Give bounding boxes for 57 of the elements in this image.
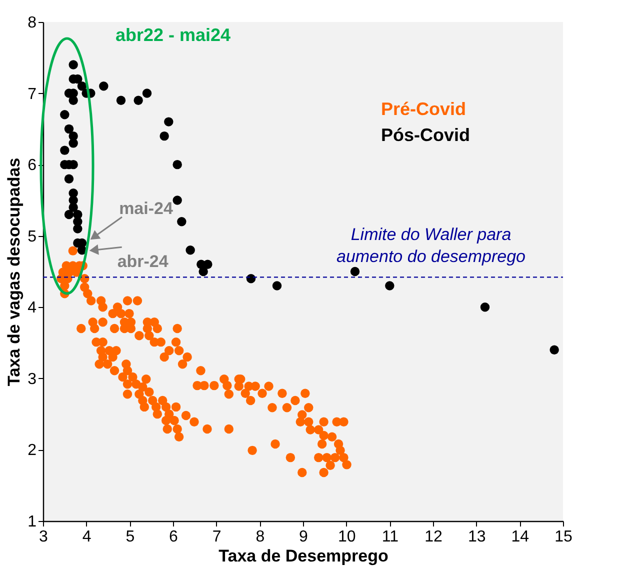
x-tick-label: 8 (256, 528, 265, 546)
point (142, 88, 152, 98)
point (68, 60, 78, 70)
point (116, 96, 126, 106)
x-tick-label: 5 (126, 528, 135, 546)
point (99, 82, 108, 91)
annotation: abr22 - mai24 (115, 25, 231, 45)
point (68, 96, 78, 106)
y-tick-label: 3 (28, 370, 37, 388)
x-tick-label: 7 (212, 528, 222, 546)
point (198, 266, 208, 276)
point (134, 96, 143, 106)
x-tick-label: 12 (424, 528, 442, 546)
point (350, 266, 360, 276)
y-tick-label: 8 (28, 14, 37, 32)
annotation: mai-24 (119, 198, 174, 218)
point (160, 131, 169, 141)
point (480, 302, 490, 312)
point (177, 217, 186, 226)
x-tick-label: 10 (338, 528, 356, 546)
point (77, 82, 87, 91)
point (203, 260, 212, 269)
point (164, 117, 174, 126)
y-tick-label: 4 (28, 300, 37, 317)
point (172, 196, 182, 205)
x-tick-label: 15 (554, 528, 572, 546)
point (172, 160, 182, 170)
x-tick-label: 14 (511, 528, 530, 546)
y-tick-label: 1 (28, 514, 37, 530)
y-tick-label: 2 (28, 442, 37, 460)
x-axis-title: Taxa de Desemprego (218, 546, 388, 566)
y-tick-label: 5 (28, 228, 37, 246)
point (73, 224, 82, 234)
point (186, 246, 195, 255)
point (64, 174, 74, 184)
ref-line-label: Limite do Waller para aumento do desemprego (336, 225, 526, 266)
x-tick-label: 13 (468, 528, 486, 546)
x-tick-label: 4 (82, 528, 92, 546)
text: Pré-Covid (381, 99, 466, 119)
x-tick-label: 6 (169, 528, 178, 546)
point (272, 281, 282, 290)
point (64, 210, 74, 220)
y-tick-label: 7 (28, 86, 37, 103)
point (68, 202, 78, 212)
y-axis-title: Taxa de vagas desocupadas (4, 158, 24, 386)
annotation: abr-24 (117, 252, 169, 272)
text: Pós-Covid (381, 125, 470, 145)
point (68, 138, 78, 148)
point (60, 110, 70, 120)
point (385, 281, 394, 290)
point (550, 345, 559, 355)
y-tick-label: 6 (28, 157, 37, 174)
x-tick-label: 9 (299, 528, 308, 546)
point (64, 124, 74, 134)
point (60, 146, 70, 155)
x-tick-label: 11 (382, 528, 399, 546)
x-tick-label: 3 (39, 528, 48, 546)
